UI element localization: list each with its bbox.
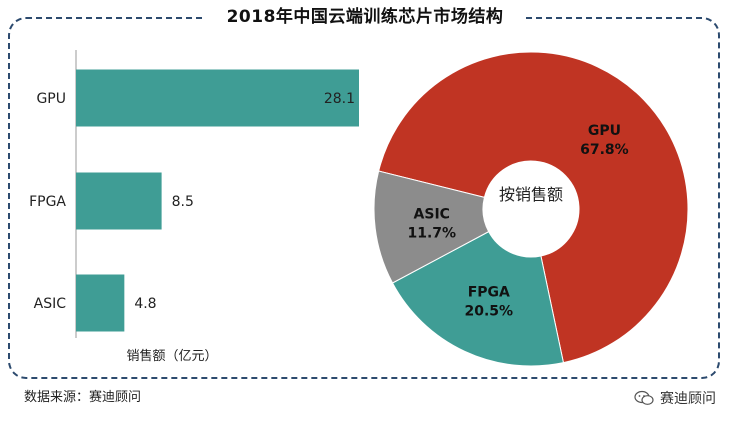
bar <box>76 172 162 230</box>
bar-category-label: FPGA <box>29 194 66 210</box>
bar <box>76 274 125 332</box>
bar-chart: GPU 28.1 FPGA 8.5 ASIC 4.8 销售额（亿元） <box>29 50 359 364</box>
slice-percent-label: 11.7% <box>407 225 456 241</box>
donut-slice <box>373 170 490 284</box>
slice-percent-label: 20.5% <box>464 304 513 320</box>
brand-badge: 赛迪顾问 <box>634 388 716 408</box>
bar-category-label: ASIC <box>34 296 67 312</box>
bar-series: GPU 28.1 FPGA 8.5 ASIC 4.8 <box>29 69 359 332</box>
bar-category-label: GPU <box>36 91 66 107</box>
data-source: 数据来源：赛迪顾问 <box>24 390 142 405</box>
bar-value-label: 28.1 <box>324 91 355 107</box>
chart-title: 2018年中国云端训练芯片市场结构 <box>205 0 525 34</box>
donut-center-label: 按销售额 <box>499 185 563 204</box>
donut-slice <box>391 230 565 367</box>
slice-name-label: ASIC <box>414 206 450 222</box>
wechat-icon <box>634 390 654 405</box>
donut-chart: GPU 67.8% FPGA 20.5% ASIC 11.7% 按销售额 <box>373 51 689 367</box>
donut-slice <box>378 51 689 364</box>
slice-name-label: GPU <box>588 123 621 139</box>
brand-name: 赛迪顾问 <box>660 391 716 407</box>
bar-value-label: 8.5 <box>172 194 194 210</box>
slice-percent-label: 67.8% <box>580 142 629 158</box>
donut-slices: GPU 67.8% FPGA 20.5% ASIC 11.7% <box>373 51 689 367</box>
bar <box>76 69 359 127</box>
bar-xlabel: 销售额（亿元） <box>126 348 217 364</box>
bar-value-label: 4.8 <box>134 296 156 312</box>
slice-name-label: FPGA <box>468 285 510 301</box>
